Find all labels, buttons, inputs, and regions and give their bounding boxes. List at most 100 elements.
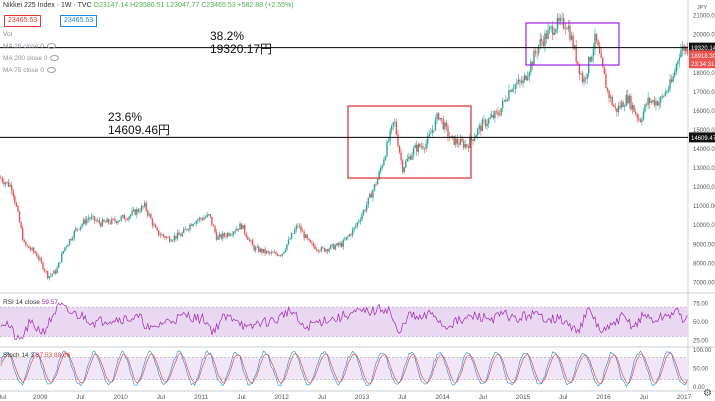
candle-body bbox=[117, 221, 119, 223]
candle-body bbox=[411, 155, 413, 160]
candle-body bbox=[14, 195, 16, 203]
candle-body bbox=[495, 111, 498, 112]
candle-body bbox=[154, 224, 157, 228]
candle-body bbox=[276, 253, 279, 256]
candle-body bbox=[262, 248, 265, 253]
candle-body bbox=[627, 95, 629, 104]
candle-body bbox=[29, 248, 32, 250]
price-tag-low-line-bg bbox=[689, 132, 715, 143]
candle-body bbox=[143, 202, 146, 207]
candle-body bbox=[101, 219, 104, 227]
time-tick-label: 2014 bbox=[435, 394, 450, 401]
annotation-boxes[interactable] bbox=[347, 22, 620, 179]
candle-body bbox=[245, 233, 247, 237]
candle-body bbox=[239, 223, 241, 230]
candle-body bbox=[417, 144, 419, 152]
fib-236-annotation[interactable]: 23.6% 14609.46円 bbox=[108, 111, 170, 137]
candle-body bbox=[398, 145, 401, 153]
fib-382-annotation[interactable]: 38.2% 19320.17円 bbox=[210, 30, 272, 56]
candle-body bbox=[680, 50, 682, 58]
candle-body bbox=[353, 227, 355, 230]
candle-body bbox=[569, 25, 571, 40]
candle-body bbox=[514, 84, 516, 90]
candle-body bbox=[498, 114, 501, 116]
candle-body bbox=[167, 236, 169, 238]
settings-gear-icon[interactable]: ⚙ bbox=[703, 388, 712, 399]
time-tick-label: 2015 bbox=[516, 394, 531, 401]
candle-body bbox=[23, 240, 25, 242]
candle-body bbox=[653, 100, 656, 106]
candle-body bbox=[442, 119, 444, 130]
symbol-title[interactable]: Nikkei 225 Index · 1W · TVC bbox=[3, 2, 92, 9]
sell-price-box[interactable]: 23465.53 bbox=[4, 15, 42, 27]
candle-body bbox=[247, 236, 249, 241]
fib-236-pct: 23.6% bbox=[108, 110, 143, 124]
price-tick-label: 13000.00 bbox=[693, 166, 715, 172]
candle-body bbox=[70, 239, 72, 240]
candle-body bbox=[164, 236, 166, 238]
candle-body bbox=[284, 249, 287, 252]
price-tick-label: 12000.00 bbox=[693, 185, 715, 191]
eye-icon[interactable] bbox=[50, 55, 60, 62]
legend-ma3[interactable]: MA 75 close 0 bbox=[3, 67, 56, 74]
eye-icon[interactable] bbox=[46, 67, 56, 74]
candle-body bbox=[1, 178, 4, 182]
price-axis[interactable]: 7000.00 8000.00 9000.00 10000.00 11000.00 120… bbox=[689, 5, 715, 286]
candle-body bbox=[195, 220, 197, 224]
candle-body bbox=[222, 233, 224, 239]
stoch-band bbox=[0, 357, 688, 380]
legend-vol[interactable]: Vol bbox=[3, 31, 12, 38]
rsi-legend[interactable]: RSI 14 close 59.57 bbox=[3, 299, 58, 306]
candle-body bbox=[527, 76, 529, 81]
price-tick-label: 14000.00 bbox=[693, 147, 715, 153]
candle-body bbox=[372, 190, 374, 198]
stoch-legend[interactable]: Stoch 14 3 87.53 88.06 bbox=[3, 352, 70, 359]
candle-body bbox=[156, 227, 158, 231]
candle-body bbox=[670, 79, 673, 82]
candle-body bbox=[301, 231, 304, 232]
candle-body bbox=[118, 220, 121, 222]
candle-body bbox=[217, 236, 219, 240]
candle-body bbox=[355, 225, 357, 228]
eye-icon[interactable] bbox=[46, 43, 56, 50]
candle-body bbox=[62, 251, 65, 254]
price-tick-label: 18000.00 bbox=[693, 71, 715, 77]
candle-body bbox=[311, 242, 313, 244]
candle-body bbox=[575, 45, 577, 62]
candle-body bbox=[183, 228, 185, 233]
candle-body bbox=[364, 210, 366, 211]
candle-body bbox=[107, 219, 110, 223]
candle-body bbox=[386, 141, 388, 157]
candle-body bbox=[264, 248, 266, 254]
legend-ma2[interactable]: MA 200 close 0 bbox=[3, 55, 60, 62]
time-axis[interactable]: Jul 2009 Jul 2010 Jul 2011 Jul 2012 Jul 2013 Jul 20… bbox=[0, 394, 692, 401]
candle-body bbox=[142, 205, 144, 207]
candle-body bbox=[617, 105, 620, 113]
candle-body bbox=[405, 161, 407, 168]
buy-price-box[interactable]: 23465.53 bbox=[60, 15, 98, 27]
horizontal-lines[interactable] bbox=[0, 47, 688, 138]
candle-body bbox=[106, 219, 108, 223]
legend-ma1[interactable]: MA 26 close 0 bbox=[3, 43, 56, 50]
candle-body bbox=[330, 245, 332, 249]
candle-body bbox=[351, 229, 354, 236]
candle-body bbox=[21, 228, 24, 241]
candle-body bbox=[168, 237, 171, 242]
candle-body bbox=[34, 251, 36, 254]
candle-body bbox=[620, 102, 623, 108]
candle-body bbox=[125, 219, 127, 220]
candle-body bbox=[383, 159, 385, 166]
candle-body bbox=[542, 41, 545, 46]
candle-body bbox=[455, 138, 457, 145]
candle-body bbox=[419, 144, 421, 147]
price-tick-label: 10000.00 bbox=[693, 223, 715, 229]
candle-body bbox=[31, 247, 33, 250]
candle-body bbox=[114, 218, 116, 222]
candle-body bbox=[387, 141, 390, 142]
candle-body bbox=[128, 216, 130, 220]
candle-body bbox=[40, 258, 43, 263]
candle-body bbox=[17, 206, 19, 212]
candle-body bbox=[350, 234, 352, 236]
candle-body bbox=[261, 248, 263, 253]
